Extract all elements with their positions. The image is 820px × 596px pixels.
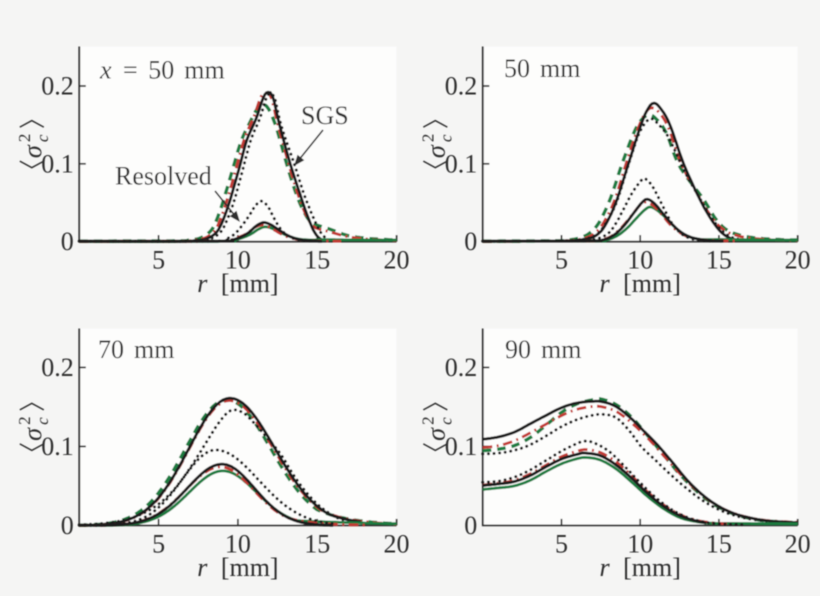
svg-text:2: 2: [418, 134, 437, 143]
svg-text:5: 5: [152, 529, 165, 558]
svg-text:r [mm]: r [mm]: [600, 269, 681, 298]
svg-text:70 mm: 70 mm: [98, 335, 174, 364]
svg-text:15: 15: [706, 529, 732, 558]
svg-text:10: 10: [627, 246, 653, 275]
svg-text:0.1: 0.1: [41, 432, 74, 461]
svg-text:0: 0: [464, 511, 477, 540]
svg-text:r [mm]: r [mm]: [600, 553, 681, 582]
svg-text:σ: σ: [421, 427, 450, 441]
svg-text:c: c: [33, 417, 52, 425]
svg-text:20: 20: [785, 529, 811, 558]
svg-text:0.1: 0.1: [445, 432, 478, 461]
svg-text:0.1: 0.1: [41, 149, 74, 178]
svg-text:15: 15: [304, 529, 330, 558]
svg-text:20: 20: [384, 246, 410, 275]
svg-text:x = 50 mm: x = 50 mm: [99, 56, 225, 85]
svg-text:5: 5: [555, 246, 568, 275]
svg-text:20: 20: [785, 246, 811, 275]
svg-text:2: 2: [15, 134, 34, 143]
svg-text:r [mm]: r [mm]: [197, 553, 278, 582]
svg-text:0.2: 0.2: [41, 72, 74, 101]
svg-text:0.2: 0.2: [41, 353, 74, 382]
svg-text:0: 0: [61, 511, 74, 540]
svg-text:20: 20: [384, 529, 410, 558]
svg-text:50 mm: 50 mm: [504, 54, 580, 83]
svg-text:0.2: 0.2: [445, 72, 478, 101]
svg-text:Resolved: Resolved: [115, 162, 212, 191]
svg-text:0.1: 0.1: [445, 149, 478, 178]
svg-text:5: 5: [152, 246, 165, 275]
svg-text:2: 2: [15, 416, 34, 425]
svg-text:0.2: 0.2: [445, 353, 478, 382]
svg-text:r [mm]: r [mm]: [197, 269, 278, 298]
svg-text:σ: σ: [421, 144, 450, 158]
svg-text:5: 5: [555, 529, 568, 558]
svg-text:90 mm: 90 mm: [505, 335, 581, 364]
svg-text:15: 15: [304, 246, 330, 275]
svg-text:10: 10: [225, 246, 251, 275]
svg-text:0: 0: [61, 227, 74, 256]
svg-text:15: 15: [706, 246, 732, 275]
svg-text:c: c: [33, 134, 52, 142]
svg-text:c: c: [436, 417, 455, 425]
svg-text:10: 10: [225, 529, 251, 558]
svg-text:σ: σ: [18, 144, 47, 158]
svg-text:0: 0: [464, 227, 477, 256]
svg-text:10: 10: [627, 529, 653, 558]
svg-text:σ: σ: [18, 427, 47, 441]
svg-text:2: 2: [418, 416, 437, 425]
svg-text:c: c: [436, 134, 455, 142]
svg-text:SGS: SGS: [301, 101, 349, 130]
